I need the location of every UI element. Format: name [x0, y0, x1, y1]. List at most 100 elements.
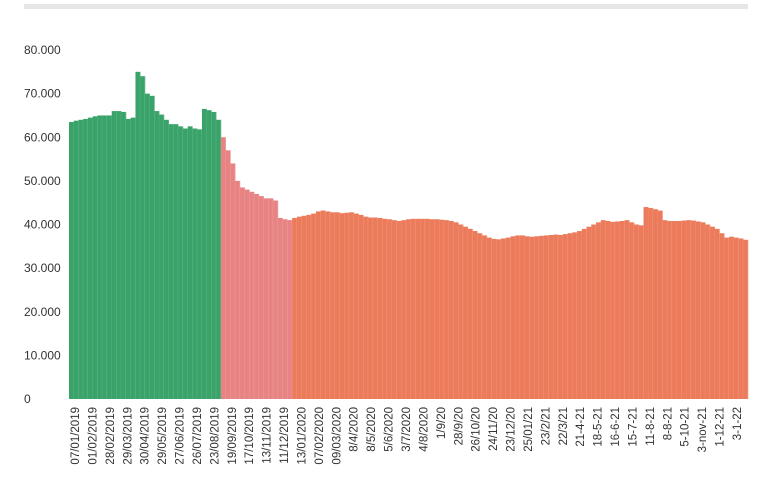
bar-pink: [254, 193, 260, 399]
bar-green: [121, 111, 127, 399]
bar-red: [382, 218, 388, 399]
bar-green: [78, 119, 84, 400]
x-axis: 07/01/2019 01/02/2019 28/02/2019 29/03/2019…: [70, 407, 744, 465]
bar-red: [577, 231, 583, 399]
bar-red: [634, 224, 640, 399]
bar-red: [657, 210, 663, 399]
bar-green: [187, 126, 193, 399]
bar-red: [467, 228, 473, 399]
bar-pink: [239, 187, 245, 399]
bars-group: [69, 71, 749, 400]
bar-green: [92, 116, 98, 399]
bar-red: [501, 238, 507, 399]
x-tick-label: 3-1-22: [732, 407, 744, 440]
bar-green: [130, 117, 136, 400]
bar-green: [149, 95, 155, 399]
bar-red: [439, 219, 445, 399]
bar-red: [662, 220, 668, 399]
bar-red: [681, 220, 687, 399]
bar-red: [524, 236, 530, 399]
x-tick-label: 09/03/2020: [331, 407, 343, 465]
bar-red: [463, 226, 469, 399]
x-tick-label: 13/11/2019: [262, 407, 274, 464]
y-tick-label: 60.000: [24, 130, 61, 144]
bar-green: [197, 129, 203, 399]
x-tick-label: 07/01/2019: [70, 407, 82, 465]
bar-pink: [287, 220, 293, 399]
bar-red: [477, 233, 483, 399]
bar-red: [705, 224, 711, 399]
x-tick-label: 8/4/2020: [349, 407, 361, 452]
bar-pink: [273, 200, 279, 399]
bar-red: [429, 219, 435, 399]
bar-pink: [244, 189, 250, 399]
bar-red: [391, 220, 397, 399]
bar-red: [406, 219, 412, 399]
bar-red: [700, 222, 706, 399]
bar-pink: [249, 191, 255, 399]
bar-red: [558, 234, 564, 399]
y-tick-label: 10.000: [24, 348, 61, 362]
bar-red: [638, 225, 644, 399]
bar-green: [73, 120, 79, 400]
x-tick-label: 23/12/20: [506, 407, 518, 452]
bar-red: [296, 216, 302, 399]
bar-green: [87, 117, 93, 400]
x-tick-label: 18-5-21: [593, 407, 605, 447]
bar-green: [135, 71, 141, 399]
bar-green: [154, 111, 160, 399]
bar-red: [301, 215, 307, 399]
bar-red: [515, 235, 521, 399]
bar-red: [714, 228, 720, 399]
bar-green: [206, 110, 212, 399]
bar-pink: [268, 198, 274, 399]
x-tick-label: 26/07/2019: [192, 407, 204, 465]
bar-pink: [230, 163, 236, 399]
bar-red: [534, 236, 540, 399]
x-tick-label: 23/2/21: [540, 407, 552, 445]
bar-red: [581, 228, 587, 399]
bar-red: [629, 222, 635, 399]
x-tick-label: 1/9/20: [436, 407, 448, 439]
bar-pink: [220, 137, 226, 399]
bar-green: [182, 128, 188, 399]
bar-red: [510, 236, 516, 399]
bar-red: [591, 224, 597, 399]
x-tick-label: 30/04/2019: [140, 407, 152, 465]
x-tick-label: 24/11/20: [488, 407, 500, 451]
bar-red: [486, 237, 492, 399]
bar-red: [425, 218, 431, 399]
x-tick-label: 25/01/21: [523, 407, 535, 452]
x-tick-label: 27/06/2019: [175, 407, 187, 465]
bar-green: [192, 128, 198, 399]
bar-red: [676, 221, 682, 399]
bar-red: [472, 231, 478, 399]
bar-red: [733, 237, 739, 399]
bar-red: [729, 236, 735, 399]
bar-red: [434, 219, 440, 399]
bar-red: [686, 220, 692, 399]
y-tick-label: 0: [24, 392, 31, 406]
bar-green: [173, 124, 179, 399]
bar-red: [610, 221, 616, 399]
bar-red: [567, 233, 573, 399]
bar-red: [349, 212, 355, 399]
bar-red: [695, 221, 701, 399]
bar-red: [306, 214, 312, 399]
x-tick-label: 23/08/2019: [209, 407, 221, 465]
bar-red: [344, 212, 350, 399]
bar-green: [201, 108, 207, 399]
bar-red: [420, 218, 426, 399]
bar-red: [648, 207, 654, 399]
bar-red: [653, 209, 659, 399]
bar-red: [738, 238, 744, 399]
x-tick-label: 11-8-21: [645, 407, 657, 446]
bar-red: [334, 212, 340, 399]
y-tick-label: 50.000: [24, 174, 61, 188]
bar-red: [315, 211, 321, 399]
bar-red: [600, 220, 606, 399]
bar-green: [216, 119, 222, 400]
bar-red: [387, 219, 393, 399]
y-tick-label: 30.000: [24, 261, 61, 275]
